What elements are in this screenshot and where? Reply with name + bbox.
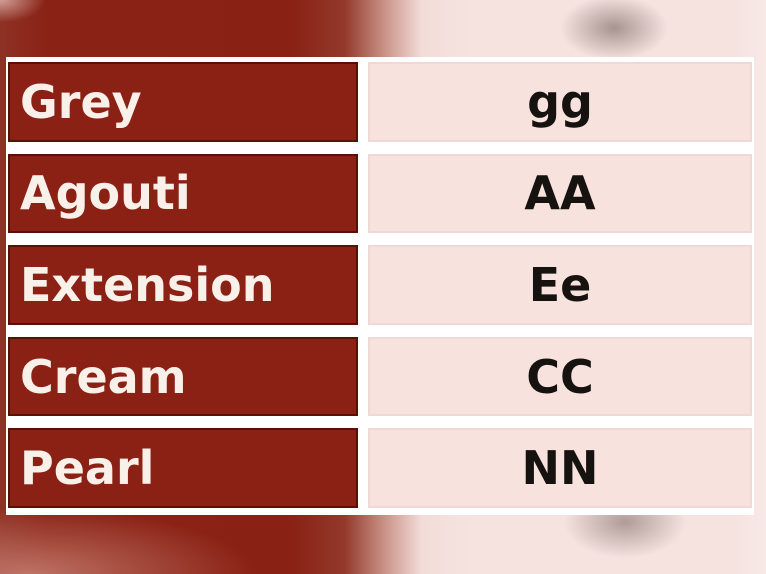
trait-cell-agouti: Agouti — [8, 153, 358, 234]
genotype-cell-pearl: NN — [368, 428, 752, 508]
trait-cell-cream: Cream — [8, 336, 358, 417]
genetics-table: Grey gg Agouti AA Extension Ee Cream CC … — [8, 62, 752, 508]
genetics-table-image: Grey gg Agouti AA Extension Ee Cream CC … — [6, 57, 754, 515]
genotype-cell-extension: Ee — [368, 245, 752, 325]
trait-cell-extension: Extension — [8, 245, 358, 325]
trait-cell-grey: Grey — [8, 62, 358, 142]
genotype-cell-agouti: AA — [368, 153, 752, 234]
genotype-cell-cream: CC — [368, 336, 752, 417]
trait-cell-pearl: Pearl — [8, 428, 358, 508]
genotype-cell-grey: gg — [368, 62, 752, 142]
